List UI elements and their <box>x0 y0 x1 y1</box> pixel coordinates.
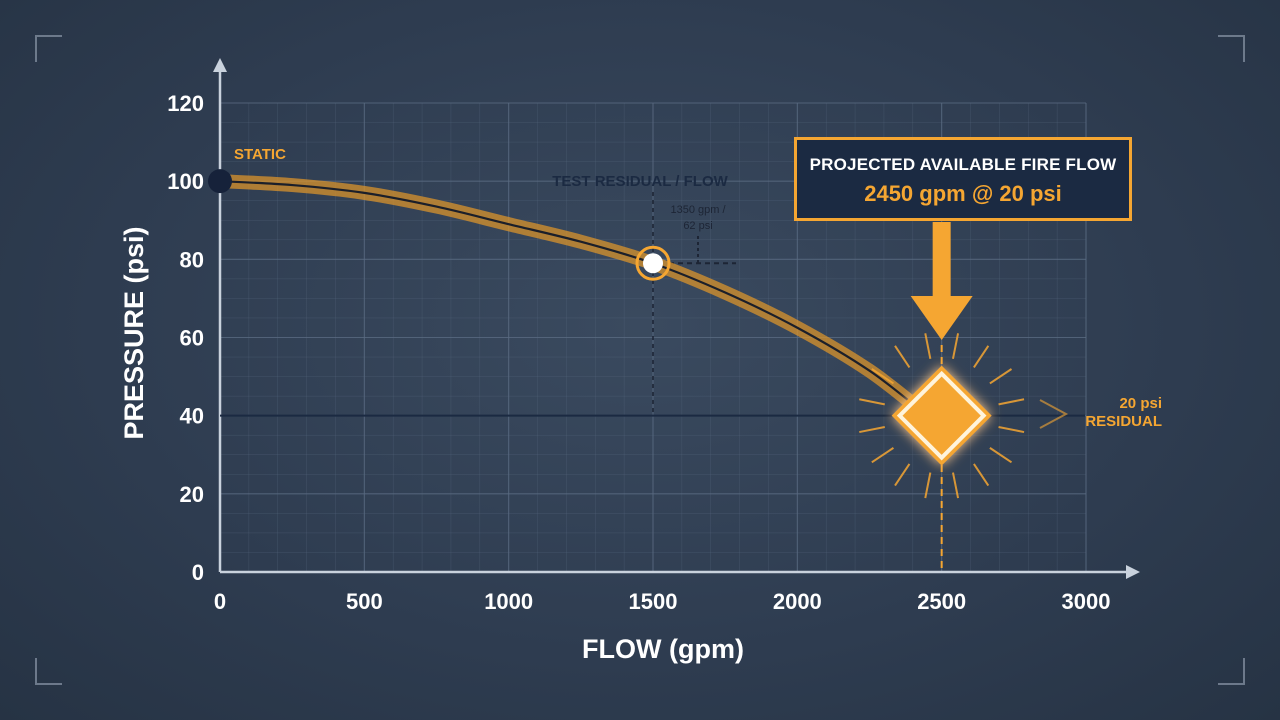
test-note-line1: 1350 gpm / <box>670 204 726 216</box>
x-tick-label: 2000 <box>773 589 822 614</box>
starburst-ray <box>859 398 885 406</box>
callout-value: 2450 gpm @ 20 psi <box>864 181 1062 206</box>
residual-label-line1: 20 psi <box>1119 395 1162 412</box>
starburst-ray <box>859 426 885 434</box>
projected-diamond-outer <box>891 365 992 466</box>
x-tick-label: 1000 <box>484 589 533 614</box>
y-tick-label: 120 <box>167 91 204 116</box>
test-point-label: TEST RESIDUAL / FLOW <box>552 173 728 190</box>
flow-curve <box>219 180 928 417</box>
x-tick-label: 0 <box>214 589 226 614</box>
y-axis-title: PRESSURE (psi) <box>119 226 149 439</box>
static-point <box>208 169 232 194</box>
starburst-ray <box>989 447 1013 464</box>
test-point-ring <box>635 245 671 281</box>
projected-diamond-border <box>896 370 987 461</box>
starburst-ray <box>973 463 990 487</box>
residual-chevron-icon <box>1039 399 1069 429</box>
callout-title: PROJECTED AVAILABLE FIRE FLOW <box>809 155 1117 174</box>
static-label: STATIC <box>234 146 286 163</box>
y-tick-label: 20 <box>180 482 204 507</box>
x-tick-label: 2500 <box>917 589 966 614</box>
x-axis-arrow-icon <box>1126 565 1140 579</box>
projected-point-marker <box>891 365 992 466</box>
callout-arrow-icon <box>910 222 973 340</box>
starburst-ray <box>952 472 960 499</box>
x-axis-title: FLOW (gpm) <box>582 634 744 664</box>
test-note-line2: 62 psi <box>683 220 712 232</box>
starburst-ray <box>998 398 1025 406</box>
starburst-ray <box>973 345 990 368</box>
starburst-ray <box>894 345 911 368</box>
starburst-ray <box>894 463 911 487</box>
starburst-ray <box>989 368 1013 385</box>
residual-label-line2: RESIDUAL <box>1085 413 1162 430</box>
y-axis-arrow-icon <box>213 58 227 72</box>
y-tick-label: 100 <box>167 169 204 194</box>
starburst-ray <box>871 368 894 385</box>
projected-callout: PROJECTED AVAILABLE FIRE FLOW 2450 gpm @… <box>794 137 1132 221</box>
starburst-ray <box>998 426 1025 434</box>
y-tick-label: 80 <box>180 247 204 272</box>
axes <box>213 58 1140 579</box>
starburst-ray <box>871 447 894 464</box>
y-tick-label: 0 <box>192 560 204 585</box>
starburst-ray <box>924 472 932 499</box>
x-tick-label: 3000 <box>1062 589 1111 614</box>
x-tick-label: 500 <box>346 589 383 614</box>
y-tick-label: 40 <box>180 404 204 429</box>
y-tick-label: 60 <box>180 326 204 351</box>
frame-corners <box>35 35 1245 685</box>
test-point <box>643 253 663 274</box>
x-tick-label: 1500 <box>629 589 678 614</box>
starburst-ray <box>952 333 960 359</box>
projected-starburst <box>859 333 1025 499</box>
tick-labels: 0 500 1000 1500 2000 2500 3000 0 20 40 60 80 100 120 <box>167 91 1110 614</box>
starburst-ray <box>924 333 932 359</box>
